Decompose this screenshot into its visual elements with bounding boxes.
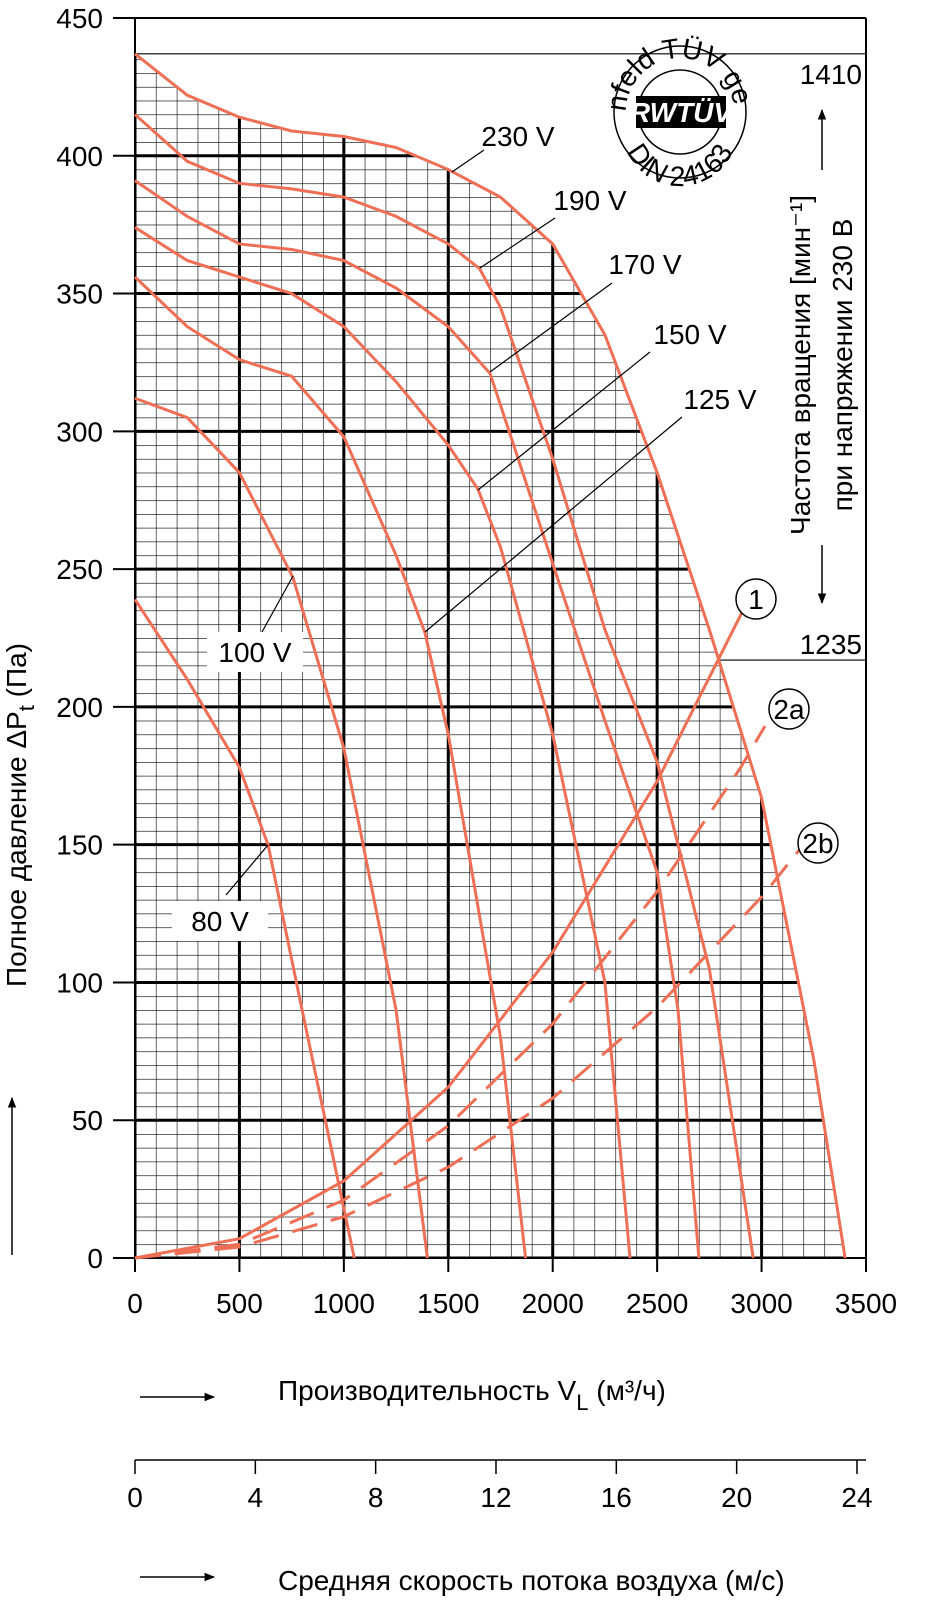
x2-axis-label: Средняя скорость потока воздуха (м/с) (278, 1565, 785, 1596)
x2-tick-label: 0 (127, 1482, 143, 1513)
series-label: 190 V (553, 185, 626, 216)
series-label: 150 V (653, 319, 726, 350)
x2-tick-label: 4 (248, 1482, 264, 1513)
speed-label: 1235 (800, 629, 862, 660)
x2-tick-label: 24 (841, 1482, 872, 1513)
series-label: 170 V (608, 249, 681, 280)
label-box (172, 901, 268, 941)
curve (134, 725, 767, 1260)
curve (133, 275, 528, 1259)
x-tick-label: 0 (127, 1288, 143, 1319)
curve (133, 113, 755, 1259)
x-tick-label: 1000 (313, 1288, 375, 1319)
series-label: 125 V (683, 384, 756, 415)
y-tick-label: 150 (56, 830, 103, 861)
leader-line (424, 416, 683, 633)
curve (134, 52, 847, 1259)
x2-tick-label: 16 (601, 1482, 632, 1513)
label-box (207, 632, 303, 672)
curve (133, 598, 356, 1259)
y-tick-label: 250 (56, 554, 103, 585)
leader-line (479, 217, 556, 269)
x-tick-label: 2000 (522, 1288, 584, 1319)
label-circle (768, 688, 810, 730)
x2-tick-label: 12 (480, 1482, 511, 1513)
x-tick-label: 1500 (417, 1288, 479, 1319)
right-label: при напряжении 230 В (827, 219, 858, 512)
series-label: 1 (748, 584, 764, 615)
curve (134, 226, 632, 1259)
leader-line (477, 351, 651, 491)
series-label: 2b (802, 828, 833, 859)
x-axis-label: Производительность VL (м³/ч) (278, 1375, 666, 1415)
leader-line (451, 149, 485, 173)
y-tick-label: 300 (56, 416, 103, 447)
series-label: 230 V (481, 121, 554, 152)
badge-brand: RWTÜV (630, 97, 734, 128)
y-tick-label: 400 (56, 141, 103, 172)
x-tick-label: 500 (216, 1288, 263, 1319)
curve (134, 838, 810, 1260)
y-tick-label: 50 (72, 1105, 103, 1136)
y-tick-label: 450 (56, 3, 103, 34)
y-tick-label: 0 (87, 1243, 103, 1274)
x-tick-label: 3500 (835, 1288, 897, 1319)
y-tick-label: 350 (56, 279, 103, 310)
badge-box (636, 96, 726, 128)
leader-line (225, 844, 269, 896)
label-circle (735, 578, 777, 620)
series-label: 100 V (218, 637, 291, 668)
x2-tick-label: 20 (721, 1482, 752, 1513)
y-axis-label: Полное давление ΔPt (Па) (1, 643, 39, 987)
x-tick-label: 2500 (626, 1288, 688, 1319)
y-tick-label: 200 (56, 692, 103, 723)
leader-line (489, 282, 613, 373)
series-label: 2a (773, 694, 805, 725)
right-label: Частота вращения [мин⁻¹] (785, 195, 816, 535)
curve (134, 179, 701, 1259)
series-label: 80 V (191, 906, 249, 937)
x-tick-label: 3000 (730, 1288, 792, 1319)
curve (134, 595, 752, 1260)
label-circle (797, 822, 839, 864)
speed-label: 1410 (800, 59, 862, 90)
y-tick-label: 100 (56, 967, 103, 998)
leader-line (261, 575, 294, 633)
x2-tick-label: 8 (368, 1482, 384, 1513)
